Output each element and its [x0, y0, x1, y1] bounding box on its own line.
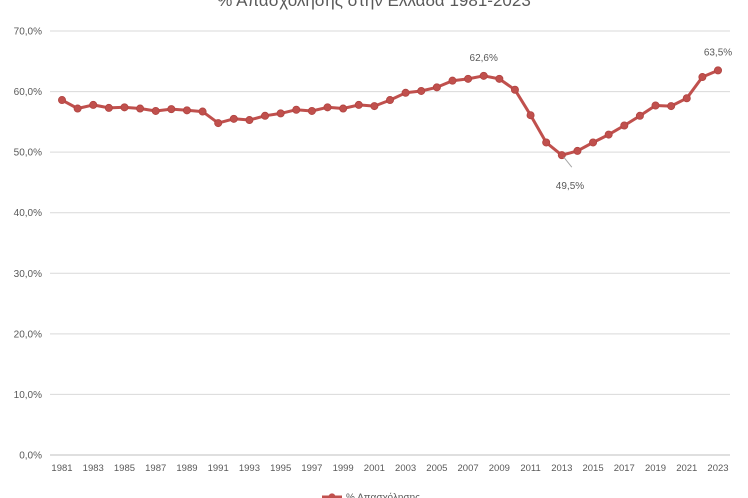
x-tick-label: 1999 [333, 463, 354, 474]
data-point [698, 73, 707, 82]
x-tick-label: 1989 [176, 463, 197, 474]
chart-title: % Απασχόλησης στην Ελλάδα 1981-2023 [217, 0, 531, 10]
y-tick-label: 30,0% [14, 269, 42, 280]
series-lines [58, 66, 723, 160]
x-tick-label: 2001 [364, 463, 385, 474]
data-label: 63,5% [704, 47, 732, 58]
data-label: 49,5% [556, 181, 584, 192]
data-point [198, 107, 207, 116]
x-tick-label: 1983 [83, 463, 104, 474]
data-point [401, 88, 410, 97]
data-point [339, 104, 348, 113]
data-label: 62,6% [470, 53, 498, 64]
data-point [261, 111, 270, 120]
x-tick-label: 2003 [395, 463, 416, 474]
gridlines [50, 30, 730, 395]
data-point [58, 96, 67, 105]
data-point [464, 74, 473, 83]
y-tick-label: 70,0% [14, 27, 42, 38]
y-tick-label: 0,0% [19, 451, 42, 462]
data-point [229, 114, 238, 123]
x-tick-label: 2005 [426, 463, 447, 474]
x-tick-label: 1991 [208, 463, 229, 474]
data-point [307, 106, 316, 115]
data-point [151, 106, 160, 115]
data-label-leader [563, 156, 573, 168]
y-tick-label: 60,0% [14, 87, 42, 98]
data-point [292, 105, 301, 114]
data-point [448, 76, 457, 85]
data-point [385, 96, 394, 105]
y-tick-label: 50,0% [14, 148, 42, 159]
data-point [417, 86, 426, 95]
data-point [542, 138, 551, 147]
series-line [61, 69, 719, 157]
x-tick-label: 2007 [458, 463, 479, 474]
data-point [245, 116, 254, 125]
data-point [635, 111, 644, 120]
x-tick-label: 1993 [239, 463, 260, 474]
data-point [120, 103, 129, 112]
data-point [89, 100, 98, 109]
data-point [323, 103, 332, 112]
data-point [432, 83, 441, 92]
data-point [510, 85, 519, 94]
data-point [526, 111, 535, 120]
y-tick-label: 40,0% [14, 208, 42, 219]
data-point [354, 100, 363, 109]
data-point [557, 151, 566, 160]
data-point [682, 94, 691, 103]
y-tick-label: 20,0% [14, 329, 42, 340]
data-point [73, 104, 82, 113]
data-point [620, 121, 629, 130]
data-point [495, 74, 504, 83]
data-point [604, 130, 613, 139]
data-point [479, 71, 488, 80]
data-point [182, 106, 191, 115]
x-tick-label: 1987 [145, 463, 166, 474]
data-point [370, 102, 379, 111]
data-point [214, 119, 223, 128]
x-tick-label: 2015 [582, 463, 603, 474]
legend: % Απασχόλησης [322, 492, 420, 498]
x-tick-label: 2023 [707, 463, 728, 474]
x-tick-label: 1997 [301, 463, 322, 474]
data-point [651, 101, 660, 110]
data-point [667, 102, 676, 111]
y-tick-label: 10,0% [14, 390, 42, 401]
x-tick-label: 2019 [645, 463, 666, 474]
legend-marker [328, 493, 336, 498]
data-point [104, 103, 113, 112]
x-tick-label: 1995 [270, 463, 291, 474]
x-tick-label: 1985 [114, 463, 135, 474]
data-point [276, 109, 285, 118]
data-point [714, 66, 723, 75]
x-tick-label: 2021 [676, 463, 697, 474]
x-axis: 1981 1983 1985 1987 1989 1991 1993 1995 1997 1999… [50, 454, 730, 474]
data-labels: 62,6% 49,5% 63,5% [470, 47, 733, 192]
x-tick-label: 2011 [520, 463, 540, 474]
data-point [573, 146, 582, 155]
x-tick-label: 1981 [51, 463, 72, 474]
data-point [589, 138, 598, 147]
y-axis-tick-labels: 0,0% 10,0% 20,0% 30,0% 40,0% 50,0% 60,0% 70,0% [14, 27, 42, 462]
data-point [167, 105, 176, 114]
data-point [136, 104, 145, 113]
legend-label: % Απασχόλησης [346, 492, 420, 498]
x-tick-label: 2013 [551, 463, 572, 474]
x-tick-label: 2009 [489, 463, 510, 474]
x-tick-label: 2017 [614, 463, 635, 474]
